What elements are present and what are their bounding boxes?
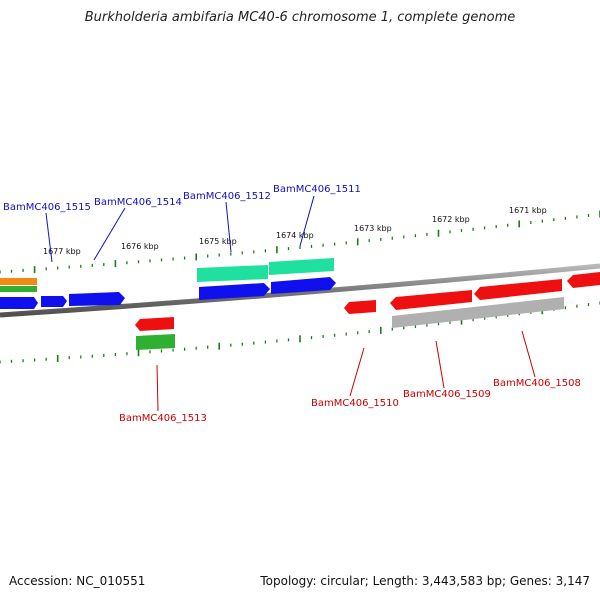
genome-summary-text: Topology: circular; Length: 3,443,583 bp…	[260, 574, 590, 588]
feature-blue-1511[interactable]	[271, 277, 336, 294]
scale-label-1672: 1672 kbp	[432, 215, 470, 224]
gene-label-1510[interactable]: BamMC406_1510	[311, 398, 399, 409]
feature-orange[interactable]	[0, 278, 37, 285]
accession-text: Accession: NC_010551	[9, 574, 146, 588]
gene-label-1509[interactable]: BamMC406_1509	[403, 389, 491, 400]
feature-teal-1512[interactable]	[197, 265, 268, 282]
gene-label-1515[interactable]: BamMC406_1515	[3, 202, 91, 213]
feature-green-1513[interactable]	[136, 334, 175, 350]
outer-scale-track	[0, 210, 600, 274]
gene-label-1514[interactable]: BamMC406_1514	[94, 197, 182, 208]
feature-red-1508[interactable]	[474, 279, 562, 300]
scale-label-1675: 1675 kbp	[199, 237, 237, 246]
scale-label-1671: 1671 kbp	[509, 206, 547, 215]
feature-blue-1515[interactable]	[41, 296, 67, 307]
gene-label-1512[interactable]: BamMC406_1512	[183, 191, 271, 202]
gene-label-1508[interactable]: BamMC406_1508	[493, 378, 581, 389]
scale-label-1674: 1674 kbp	[276, 231, 314, 240]
map-title: Burkholderia ambifaria MC40-6 chromosome…	[84, 10, 516, 25]
gene-label-1513[interactable]: BamMC406_1513	[119, 413, 207, 424]
gene-label-1511[interactable]: BamMC406_1511	[273, 184, 361, 195]
feature-teal-1511[interactable]	[269, 258, 334, 275]
feature-red-1513[interactable]	[135, 317, 174, 331]
feature-green-left[interactable]	[0, 286, 37, 292]
feature-blue-1512[interactable]	[199, 283, 270, 300]
feature-red-right[interactable]	[567, 272, 600, 288]
scale-label-1673: 1673 kbp	[354, 224, 392, 233]
scale-label-1676: 1676 kbp	[121, 242, 159, 251]
feature-red-1509[interactable]	[390, 290, 472, 310]
feature-gray-1509[interactable]	[392, 297, 564, 328]
scale-label-1677: 1677 kbp	[43, 247, 81, 256]
chromosome-backbone	[0, 263, 600, 318]
feature-blue-1514[interactable]	[69, 292, 125, 306]
feature-red-1510[interactable]	[344, 300, 376, 314]
feature-blue-1516[interactable]	[0, 297, 38, 309]
